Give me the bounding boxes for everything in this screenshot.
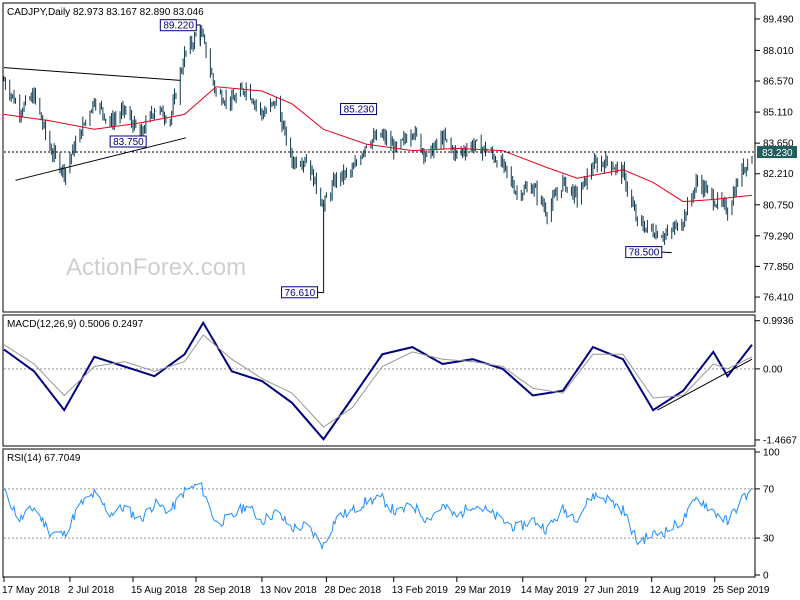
price-y-tick-label: 88.010: [763, 46, 794, 57]
current-price-box: [757, 146, 797, 159]
annotation-label: 78.500: [629, 248, 660, 259]
watermark: ActionForex.com: [66, 254, 246, 281]
price-annotations: 89.220 83.750 85.230 76.610 78.500: [109, 19, 672, 299]
price-moving-average: [3, 86, 753, 203]
annotation-label: 83.750: [113, 137, 144, 148]
x-tick-label: 17 May 2018: [2, 585, 60, 596]
macd-line: [3, 320, 753, 441]
price-trendlines: [3, 67, 187, 181]
annotation-label: 89.220: [163, 21, 194, 32]
annotation-leader: [317, 291, 324, 294]
x-tick-label: 14 May 2019: [521, 585, 579, 596]
rsi-y-tick-label: 30: [763, 534, 775, 545]
macd-signal-line: [3, 334, 753, 428]
rsi-lines: [3, 482, 753, 551]
price-trendline: [15, 137, 187, 181]
annotation-box: [340, 103, 378, 116]
rsi-line: [3, 482, 753, 551]
price-candles: [3, 24, 753, 293]
macd-y-axis: 0.9936 0.00 -1.4667: [755, 316, 797, 446]
price-y-tick-label: 85.110: [763, 108, 793, 119]
price-y-axis: 89.490 88.010 86.570 85.110 83.650 82.210 80.7…: [4, 14, 797, 304]
x-tick-label: 12 Aug 2019: [650, 585, 707, 596]
macd-y-tick-label: 0.9936: [763, 316, 794, 327]
macd-panel-header: MACD(12,26,9) 0.5006 0.2497: [7, 319, 144, 330]
price-y-tick-label: 79.290: [763, 231, 794, 242]
x-tick-label: 27 Jun 2019: [584, 585, 639, 596]
price-panel: CADJPY,Daily 82.973 83.167 82.890 83.046…: [2, 2, 797, 313]
annotation-box: [281, 286, 319, 299]
rsi-grid: [4, 488, 755, 539]
x-tick-label: 13 Nov 2018: [260, 585, 317, 596]
rsi-panel-header: RSI(14) 67.7049: [7, 453, 81, 464]
annotation-box: [109, 135, 147, 148]
macd-trendline: [657, 358, 753, 411]
annotation-leader: [196, 24, 201, 26]
price-panel-header: CADJPY,Daily 82.973 83.167 82.890 83.046: [7, 7, 204, 18]
macd-panel: MACD(12,26,9) 0.5006 0.2497 0.9936 0.00 -1…: [2, 314, 797, 447]
x-tick-label: 28 Dec 2018: [324, 585, 381, 596]
macd-lines: [3, 320, 753, 441]
rsi-panel-frame: [2, 448, 756, 578]
price-y-tick-label: 80.750: [763, 200, 794, 211]
x-tick-label: 25 Sep 2019: [713, 585, 770, 596]
x-tick-label: 13 Feb 2019: [392, 585, 449, 596]
price-y-tick-label: 89.490: [763, 14, 794, 25]
price-y-tick-label: 82.210: [763, 169, 794, 180]
macd-y-tick-label: 0.00: [763, 364, 783, 375]
annotation-leader: [661, 251, 672, 254]
annotation-label: 76.610: [285, 288, 316, 299]
annotation-label: 85.230: [344, 105, 375, 116]
macd-y-tick-label: -1.4667: [763, 435, 797, 446]
rsi-y-tick-label: 0: [763, 571, 769, 582]
rsi-y-tick-label: 100: [763, 448, 780, 459]
price-trendline: [3, 67, 181, 81]
rsi-panel: RSI(14) 67.7049 100 70 30 0: [2, 448, 780, 582]
price-panel-frame: [2, 2, 756, 313]
annotation-box: [625, 246, 663, 259]
rsi-y-tick-label: 70: [763, 484, 775, 495]
rsi-y-axis: 100 70 30 0: [755, 448, 780, 582]
price-y-tick-label: 86.570: [763, 77, 794, 88]
x-tick-label: 15 Aug 2018: [131, 585, 188, 596]
annotation-box: [159, 19, 197, 32]
moving-average-line: [3, 86, 753, 203]
macd-panel-frame: [2, 314, 756, 447]
x-tick-label: 28 Sep 2018: [194, 585, 251, 596]
price-y-tick-label: 76.410: [763, 293, 794, 304]
price-y-tick-label: 83.650: [763, 139, 794, 150]
x-axis: 17 May 2018 2 Jul 2018 15 Aug 2018 28 Sep 2…: [2, 577, 770, 596]
current-price-label: 83.230: [762, 148, 793, 159]
x-tick-label: 29 Mar 2019: [455, 585, 512, 596]
price-y-tick-label: 77.850: [763, 262, 794, 273]
x-tick-label: 2 Jul 2018: [68, 585, 115, 596]
